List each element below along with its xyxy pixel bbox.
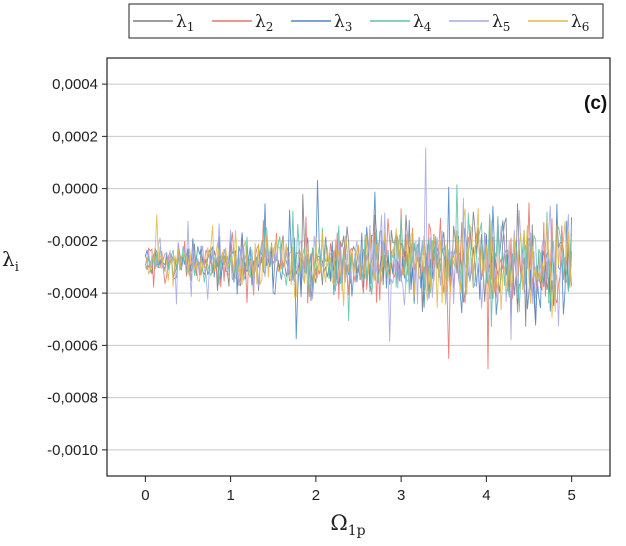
x-tick-label: 0 [141, 487, 149, 504]
y-axis-title-sub: i [15, 260, 19, 275]
y-tick-label: 0,0002 [52, 128, 98, 145]
legend-label-6: λ6 [571, 12, 589, 34]
y-tick-label: 0,0000 [52, 181, 98, 198]
y-axis-title: λi [2, 247, 19, 275]
legend: λ1 λ2 λ3 λ4 λ5 λ6 [128, 3, 604, 39]
y-tick-label: -0,0008 [47, 390, 98, 407]
y-tick-label: -0,0004 [47, 285, 98, 302]
legend-label-2: λ2 [255, 12, 273, 34]
legend-label-1: λ1 [176, 12, 194, 34]
y-tick-label: -0,0010 [47, 442, 98, 459]
axis-ticks: 0,0004 0,0002 0,0000 -0,0002 -0,0004 -0,0006 -… [47, 76, 576, 504]
series-line-5 [145, 147, 573, 342]
legend-label-5: λ5 [492, 12, 510, 34]
x-tick-label: 5 [567, 487, 575, 504]
x-axis-title-main: Ω [330, 511, 347, 535]
y-tick-label: 0,0004 [52, 76, 98, 93]
series-line-4 [145, 184, 573, 328]
x-tick-label: 3 [397, 487, 405, 504]
series-line-3 [144, 180, 573, 340]
plot-frame [106, 57, 611, 477]
series-line-6 [144, 208, 573, 319]
x-tick-label: 1 [226, 487, 234, 504]
legend-label-4: λ4 [413, 12, 432, 34]
panel-label: (c) [584, 93, 607, 114]
x-axis-title: Ω1p [330, 511, 365, 539]
x-tick-label: 2 [312, 487, 320, 504]
y-tick-label: -0,0006 [47, 337, 98, 354]
y-axis-title-main: λ [2, 247, 15, 271]
y-tick-label: -0,0002 [47, 233, 98, 250]
x-axis-title-sub: 1p [348, 523, 366, 539]
legend-box [128, 3, 604, 39]
series-group [144, 147, 573, 370]
x-tick-label: 4 [482, 487, 490, 504]
legend-label-3: λ3 [334, 12, 352, 34]
